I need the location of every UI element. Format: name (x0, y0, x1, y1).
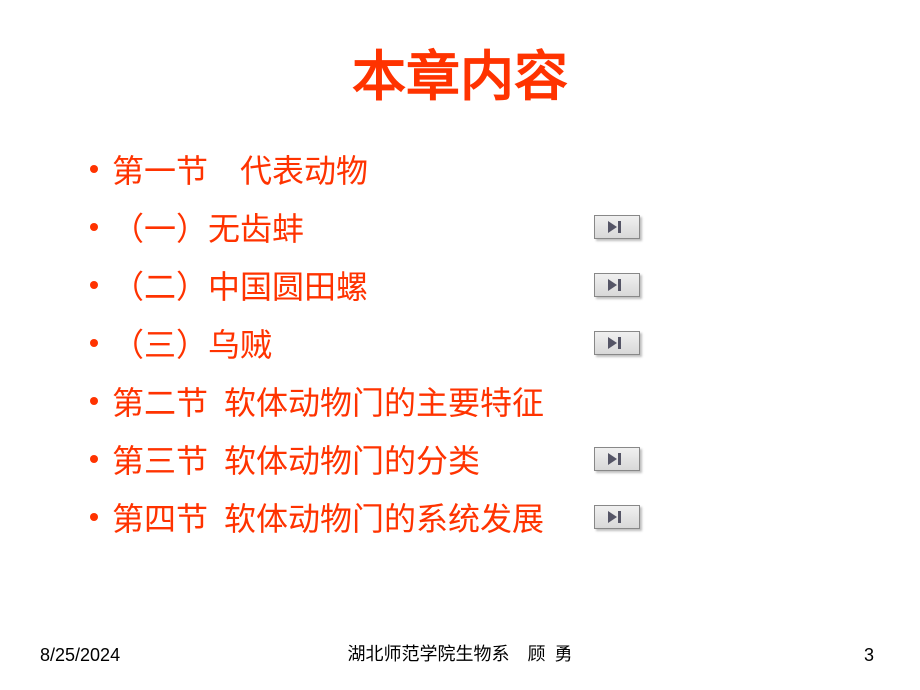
bullet-text: （三）乌贼 (112, 320, 272, 366)
nav-forward-button[interactable] (594, 215, 640, 239)
bullet-dot-icon (90, 455, 98, 463)
footer-center: 湖北师范学院生物系 顾 勇 (0, 640, 920, 666)
bullet-dot-icon (90, 281, 98, 289)
bullet-text: 第四节 软体动物门的系统发展 (112, 494, 544, 540)
bullet-list: 第一节 代表动物 （一）无齿蚌 （二）中国圆田螺 （三）乌贼第二节 软体动物门的主要特… (0, 147, 920, 539)
bullet-text: 第一节 代表动物 (112, 146, 368, 192)
slide: 本章内容 第一节 代表动物 （一）无齿蚌 （二）中国圆田螺 （三）乌贼第二节 软体动物… (0, 0, 920, 690)
list-item: （二）中国圆田螺 (90, 263, 920, 307)
bullet-dot-icon (90, 165, 98, 173)
list-item: 第一节 代表动物 (90, 147, 920, 191)
bullet-text: 第三节 软体动物门的分类 (112, 436, 480, 482)
play-forward-icon (607, 278, 627, 292)
bullet-dot-icon (90, 513, 98, 521)
play-forward-icon (607, 452, 627, 466)
nav-forward-button[interactable] (594, 447, 640, 471)
footer-page-number: 3 (864, 645, 874, 666)
list-item: （三）乌贼 (90, 321, 920, 365)
bullet-dot-icon (90, 223, 98, 231)
bullet-dot-icon (90, 339, 98, 347)
nav-forward-button[interactable] (594, 331, 640, 355)
play-forward-icon (607, 336, 627, 350)
play-forward-icon (607, 220, 627, 234)
nav-forward-button[interactable] (594, 505, 640, 529)
bullet-text: （二）中国圆田螺 (112, 262, 368, 308)
nav-forward-button[interactable] (594, 273, 640, 297)
footer: 8/25/2024 湖北师范学院生物系 顾 勇 3 (0, 642, 920, 666)
list-item: 第四节 软体动物门的系统发展 (90, 495, 920, 539)
bullet-text: （一）无齿蚌 (112, 204, 304, 250)
bullet-text: 第二节 软体动物门的主要特征 (112, 378, 544, 424)
slide-title: 本章内容 (0, 32, 920, 111)
play-forward-icon (607, 510, 627, 524)
list-item: 第三节 软体动物门的分类 (90, 437, 920, 481)
list-item: 第二节 软体动物门的主要特征 (90, 379, 920, 423)
bullet-dot-icon (90, 397, 98, 405)
list-item: （一）无齿蚌 (90, 205, 920, 249)
